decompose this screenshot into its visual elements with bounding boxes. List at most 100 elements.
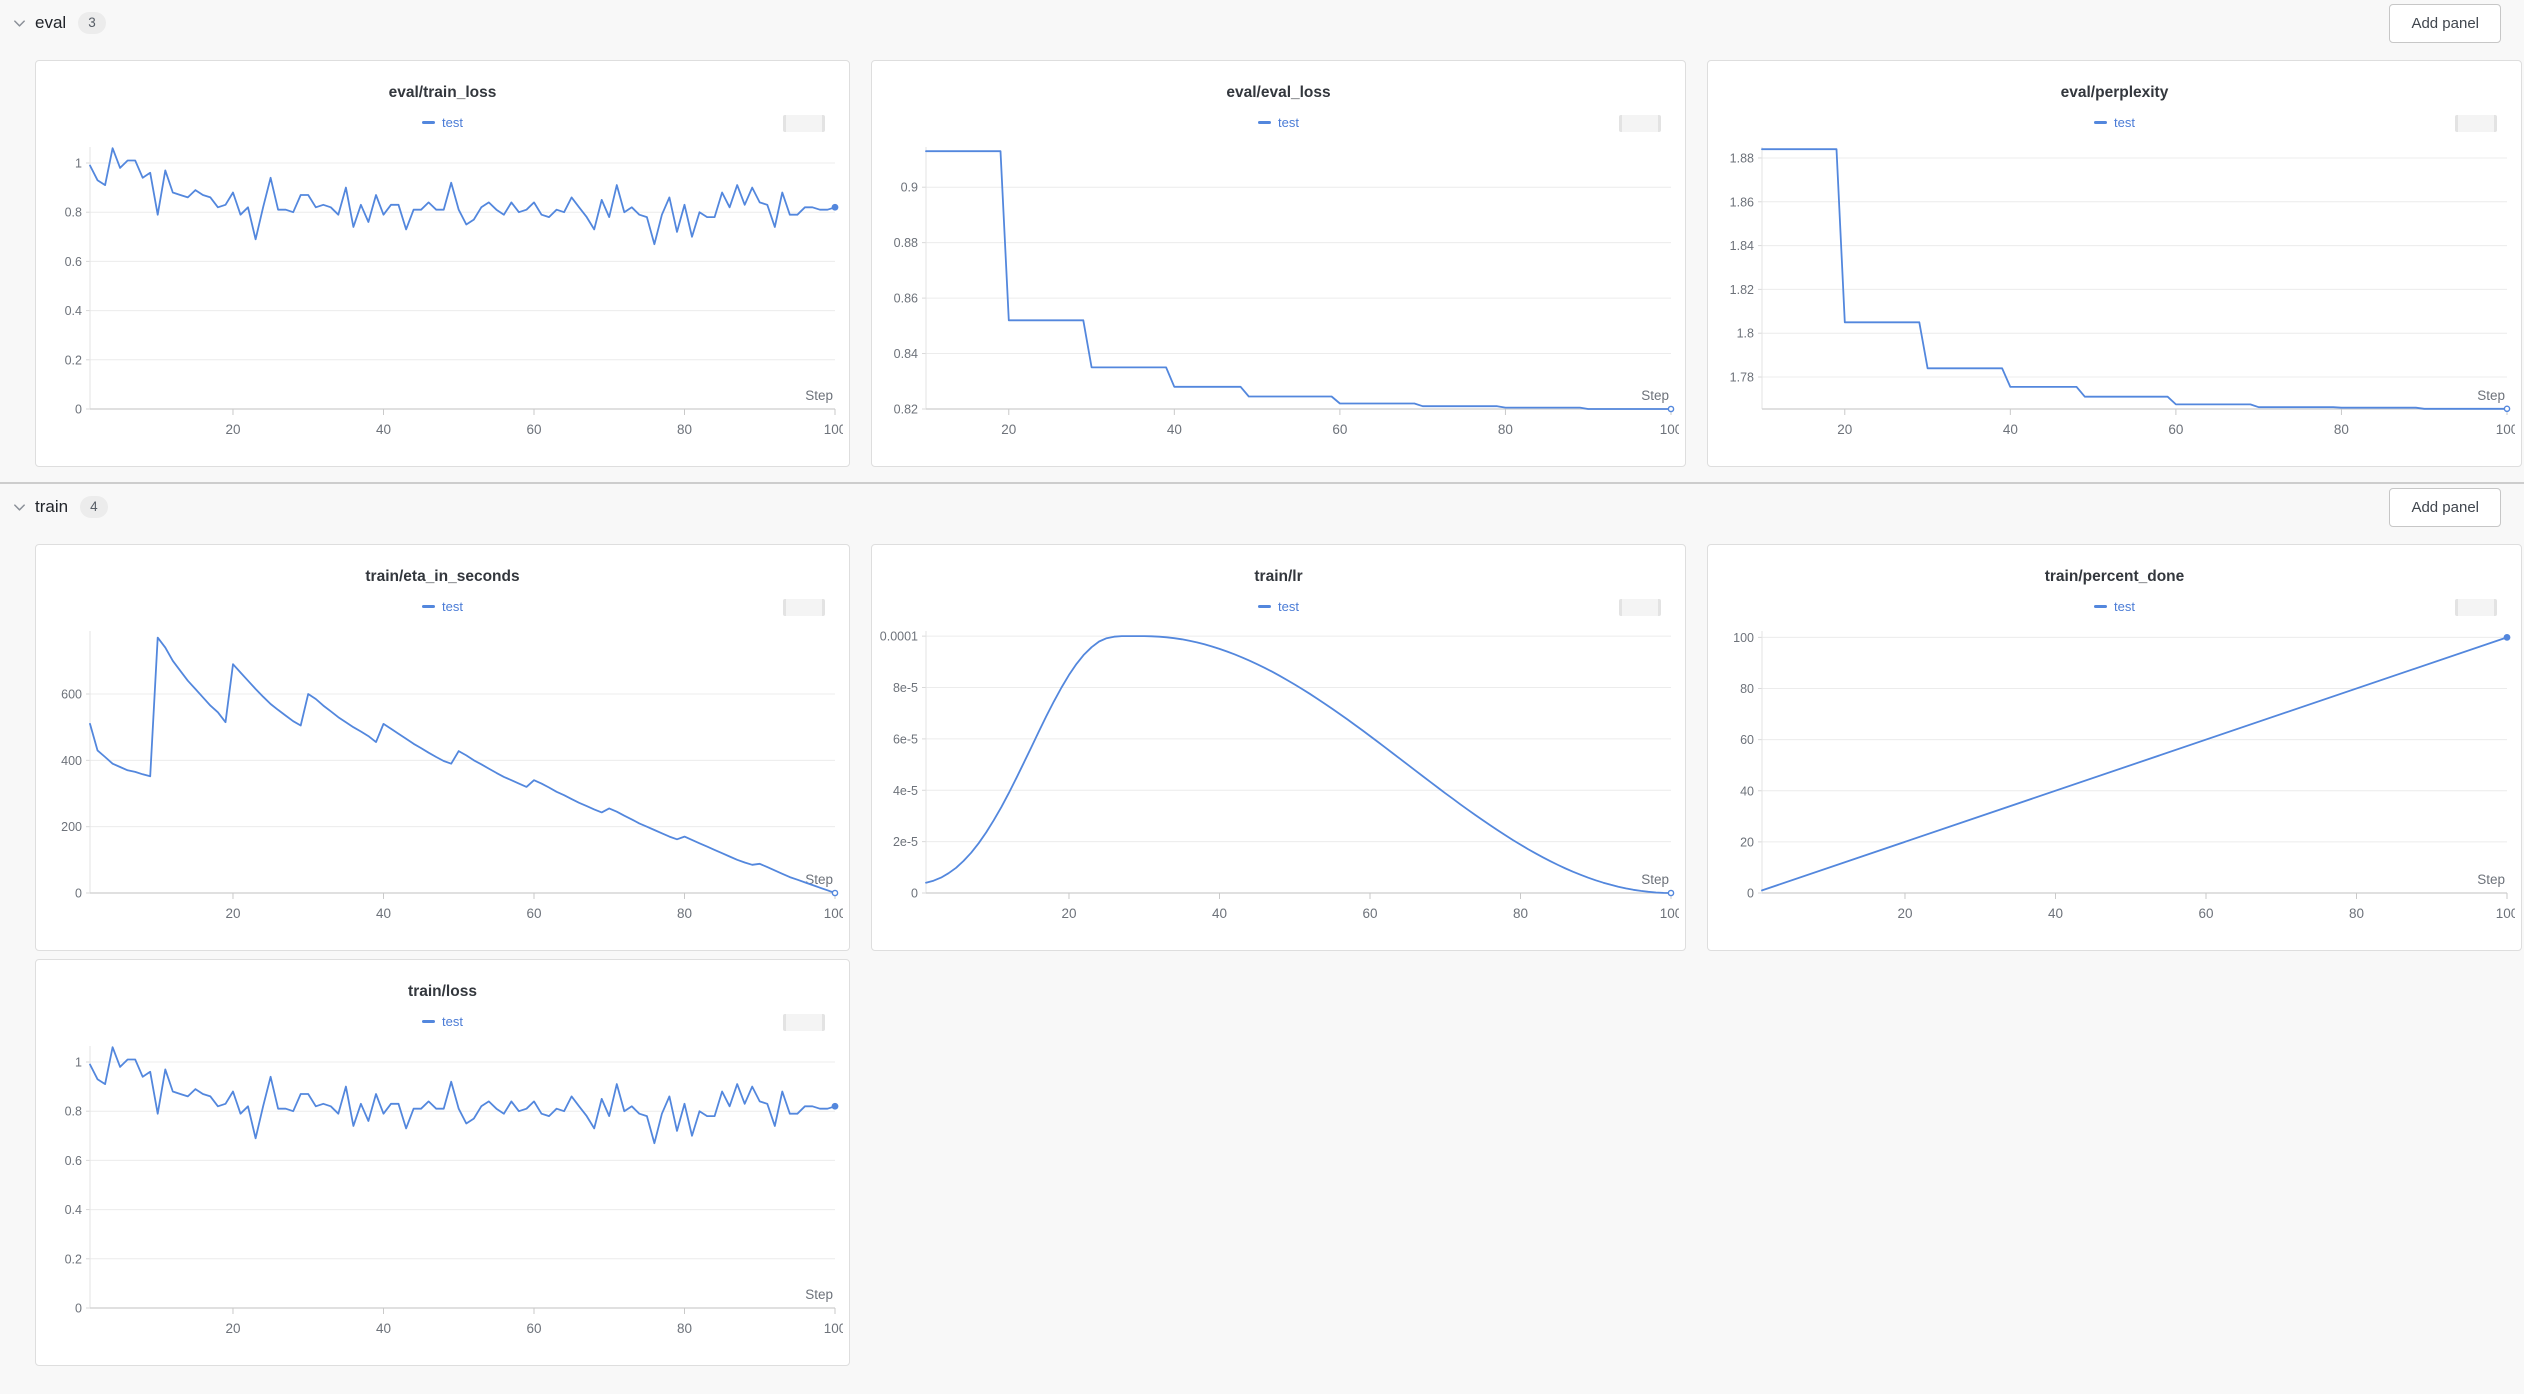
add-panel-button[interactable]: Add panel: [2389, 488, 2501, 527]
y-tick-label: 0.84: [894, 347, 918, 361]
x-tick-label: 40: [376, 1321, 391, 1336]
chart-plot[interactable]: 0 0.2 0.4 0.6 0.8 1 20 40 60 80 100 Step: [44, 1040, 843, 1340]
plot-area[interactable]: 0 200 400 600 20 40 60 80 100 Step: [44, 625, 843, 925]
series-end-dot: [1667, 889, 1675, 897]
x-tick-label: 20: [225, 422, 240, 437]
y-tick-label: 20: [1740, 835, 1754, 849]
section-header-train: train 4 Add panel: [0, 484, 2524, 530]
y-tick-label: 0: [75, 887, 82, 901]
legend-run-name[interactable]: test: [442, 599, 463, 614]
y-tick-label: 2e-5: [893, 835, 918, 849]
section-title[interactable]: eval: [35, 13, 67, 32]
chevron-down-icon[interactable]: [10, 14, 28, 32]
x-tick-label: 60: [526, 422, 541, 437]
x-axis-label: Step: [1641, 388, 1669, 403]
series-line: [1761, 148, 2508, 410]
legend-run-name[interactable]: test: [1278, 599, 1299, 614]
legend-run-name[interactable]: test: [442, 1014, 463, 1029]
y-tick-label: 0: [911, 887, 918, 901]
y-tick-label: 1.86: [1730, 195, 1754, 209]
chart-title: eval/perplexity: [2060, 84, 2169, 101]
chart-plot[interactable]: 0 2e-5 4e-5 6e-5 8e-5 0.0001 20 40 60 80 100 Step: [880, 625, 1679, 925]
y-tick-label: 0.6: [65, 255, 82, 269]
chevron-down-icon: [13, 503, 25, 511]
x-tick-label: 100: [2496, 906, 2515, 921]
chart-plot[interactable]: 0 200 400 600 20 40 60 80 100 Step: [44, 625, 843, 925]
chart-plot[interactable]: 0 20 40 60 80 100 20 40 60 80 100 Step: [1716, 625, 2515, 925]
x-tick-label: 80: [677, 906, 692, 921]
x-axis-label: Step: [805, 388, 833, 403]
chart-title: eval/train_loss: [388, 84, 497, 101]
y-tick-label: 1: [75, 156, 82, 170]
y-tick-label: 200: [61, 820, 82, 834]
chevron-down-icon[interactable]: [10, 498, 28, 516]
series-end-dot: [831, 889, 839, 897]
x-tick-label: 60: [1362, 906, 1377, 921]
plot-area[interactable]: 0.82 0.84 0.86 0.88 0.9 20 40 60 80 100 Step: [880, 141, 1679, 441]
plot-area[interactable]: 0 2e-5 4e-5 6e-5 8e-5 0.0001 20 40 60 80 100 Step: [880, 625, 1679, 925]
series-end-dot: [831, 203, 839, 211]
section-eval: eval 3 Add panel eval/train_loss test 0 0.2…: [0, 0, 2524, 467]
x-tick-label: 80: [2334, 422, 2349, 437]
legend-line-swatch: [2094, 605, 2108, 608]
chart-panel: eval/eval_loss test 0.82 0.84 0.86 0.88 0.9 20 4…: [871, 60, 1686, 467]
panel-actions-placeholder[interactable]: [783, 599, 825, 616]
y-tick-label: 1.82: [1730, 283, 1754, 297]
section-header-eval: eval 3 Add panel: [0, 0, 2524, 46]
plot-area[interactable]: 0 20 40 60 80 100 20 40 60 80 100 Step: [1716, 625, 2515, 925]
legend-run-name[interactable]: test: [442, 115, 463, 130]
chart-legend: test: [1716, 599, 2513, 615]
x-tick-label: 40: [2048, 906, 2063, 921]
y-tick-label: 40: [1740, 784, 1754, 798]
panel-actions-placeholder[interactable]: [783, 1014, 825, 1031]
y-tick-label: 60: [1740, 733, 1754, 747]
plot-area[interactable]: 0 0.2 0.4 0.6 0.8 1 20 40 60 80 100 Step: [44, 141, 843, 441]
panel-actions-placeholder[interactable]: [2455, 115, 2497, 132]
x-tick-label: 40: [1212, 906, 1227, 921]
y-tick-label: 0.4: [65, 1203, 82, 1217]
y-tick-label: 0.8: [65, 1105, 82, 1119]
chart-title: train/percent_done: [2044, 568, 2185, 585]
y-tick-label: 0: [75, 403, 82, 417]
x-tick-label: 100: [824, 1321, 843, 1336]
y-tick-label: 100: [1733, 631, 1754, 645]
plot-area[interactable]: 1.78 1.8 1.82 1.84 1.86 1.88 20 40 60 80 100 Step: [1716, 141, 2515, 441]
y-tick-label: 80: [1740, 682, 1754, 696]
chart-legend: test: [44, 1014, 841, 1030]
panel-actions-placeholder[interactable]: [783, 115, 825, 132]
legend-run-name[interactable]: test: [2114, 599, 2135, 614]
y-tick-label: 1.78: [1730, 371, 1754, 385]
chart-plot[interactable]: 1.78 1.8 1.82 1.84 1.86 1.88 20 40 60 80 100 Step: [1716, 141, 2515, 441]
x-axis-label: Step: [1641, 872, 1669, 887]
series-end-dot: [1667, 405, 1675, 413]
legend-line-swatch: [1258, 121, 1272, 124]
plot-area[interactable]: 0 0.2 0.4 0.6 0.8 1 20 40 60 80 100 Step: [44, 1040, 843, 1340]
legend-run-name[interactable]: test: [1278, 115, 1299, 130]
add-panel-button[interactable]: Add panel: [2389, 4, 2501, 43]
x-tick-label: 60: [2198, 906, 2213, 921]
chart-legend: test: [44, 115, 841, 131]
panel-actions-placeholder[interactable]: [1619, 599, 1661, 616]
chart-legend: test: [1716, 115, 2513, 131]
x-tick-label: 80: [1498, 422, 1513, 437]
y-tick-label: 1.84: [1730, 239, 1754, 253]
x-axis-label: Step: [805, 872, 833, 887]
series-end-dot: [2503, 633, 2511, 641]
chevron-down-icon: [13, 19, 25, 27]
y-tick-label: 8e-5: [893, 681, 918, 695]
section-title[interactable]: train: [35, 497, 69, 516]
y-tick-label: 0.4: [65, 304, 82, 318]
legend-run-name[interactable]: test: [2114, 115, 2135, 130]
x-tick-label: 20: [225, 1321, 240, 1336]
chart-plot[interactable]: 0 0.2 0.4 0.6 0.8 1 20 40 60 80 100 Step: [44, 141, 843, 441]
panel-count-badge: 3: [78, 12, 106, 34]
panel-actions-placeholder[interactable]: [1619, 115, 1661, 132]
x-tick-label: 80: [677, 422, 692, 437]
y-tick-label: 0.8: [65, 206, 82, 220]
panel-actions-placeholder[interactable]: [2455, 599, 2497, 616]
chart-plot[interactable]: 0.82 0.84 0.86 0.88 0.9 20 40 60 80 100 Step: [880, 141, 1679, 441]
chart-legend: test: [880, 115, 1677, 131]
x-tick-label: 60: [526, 1321, 541, 1336]
section-divider: [0, 482, 2524, 484]
chart-panel: train/eta_in_seconds test 0 200 400 600 20 40 60…: [35, 544, 850, 951]
